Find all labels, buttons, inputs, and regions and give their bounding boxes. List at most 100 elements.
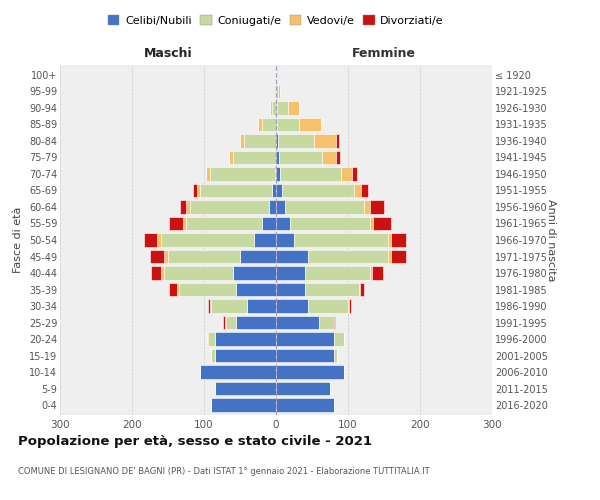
Bar [276,216,290,230]
Bar [269,200,276,214]
Legend: Celibi/Nubili, Coniugati/e, Vedovi/e, Divorziati/e: Celibi/Nubili, Coniugati/e, Vedovi/e, Di… [104,10,448,30]
Bar [262,216,276,230]
Bar [361,184,368,197]
Bar [364,200,370,214]
Bar [211,398,276,412]
Bar [282,184,354,197]
Bar [391,250,406,264]
Bar [336,134,340,147]
Bar [276,398,334,412]
Bar [197,184,200,197]
Bar [388,233,391,247]
Bar [150,250,164,264]
Bar [276,366,344,379]
Bar [370,216,373,230]
Text: COMUNE DI LESIGNANO DE' BAGNI (PR) - Dati ISTAT 1° gennaio 2021 - Elaborazione T: COMUNE DI LESIGNANO DE' BAGNI (PR) - Dat… [18,468,430,476]
Bar [210,300,211,313]
Text: Popolazione per età, sesso e stato civile - 2021: Popolazione per età, sesso e stato civil… [18,435,372,448]
Bar [334,332,344,346]
Bar [276,283,305,296]
Bar [276,382,330,396]
Bar [210,167,275,180]
Bar [276,184,282,197]
Bar [276,167,280,180]
Bar [276,233,294,247]
Bar [244,134,276,147]
Bar [373,216,391,230]
Bar [276,250,308,264]
Bar [229,150,233,164]
Bar [278,134,314,147]
Y-axis label: Fasce di età: Fasce di età [13,207,23,273]
Bar [279,150,322,164]
Bar [370,266,372,280]
Bar [161,233,254,247]
Bar [215,382,276,396]
Bar [277,101,288,114]
Bar [276,332,334,346]
Bar [164,250,168,264]
Bar [200,184,272,197]
Bar [186,200,190,214]
Bar [370,200,384,214]
Bar [308,250,388,264]
Bar [372,266,383,280]
Bar [349,300,351,313]
Bar [215,332,276,346]
Bar [354,184,361,197]
Bar [168,250,240,264]
Bar [341,167,352,180]
Bar [280,167,341,180]
Bar [275,167,276,180]
Bar [334,316,335,330]
Text: Maschi: Maschi [143,47,193,60]
Bar [276,134,278,147]
Bar [247,300,276,313]
Bar [314,134,336,147]
Bar [322,150,337,164]
Bar [308,300,348,313]
Bar [161,266,164,280]
Bar [151,266,161,280]
Bar [277,118,299,131]
Bar [169,216,183,230]
Bar [211,300,247,313]
Bar [270,101,272,114]
Bar [164,266,233,280]
Bar [240,250,276,264]
Bar [183,216,186,230]
Bar [236,316,276,330]
Bar [180,200,186,214]
Bar [223,316,225,330]
Bar [276,266,305,280]
Bar [290,216,370,230]
Bar [352,167,358,180]
Bar [225,316,226,330]
Bar [262,118,276,131]
Bar [186,216,262,230]
Bar [193,184,197,197]
Bar [276,150,279,164]
Bar [276,349,334,362]
Bar [276,200,284,214]
Bar [144,233,157,247]
Bar [276,300,308,313]
Bar [348,300,349,313]
Bar [179,283,236,296]
Bar [284,200,364,214]
Text: Femmine: Femmine [352,47,416,60]
Bar [276,101,277,114]
Bar [226,316,236,330]
Bar [276,118,277,131]
Bar [211,349,215,362]
Bar [215,349,276,362]
Bar [288,101,299,114]
Bar [272,184,276,197]
Bar [254,233,276,247]
Bar [258,118,262,131]
Bar [388,250,391,264]
Bar [207,332,208,346]
Bar [359,283,360,296]
Bar [305,266,370,280]
Bar [233,266,276,280]
